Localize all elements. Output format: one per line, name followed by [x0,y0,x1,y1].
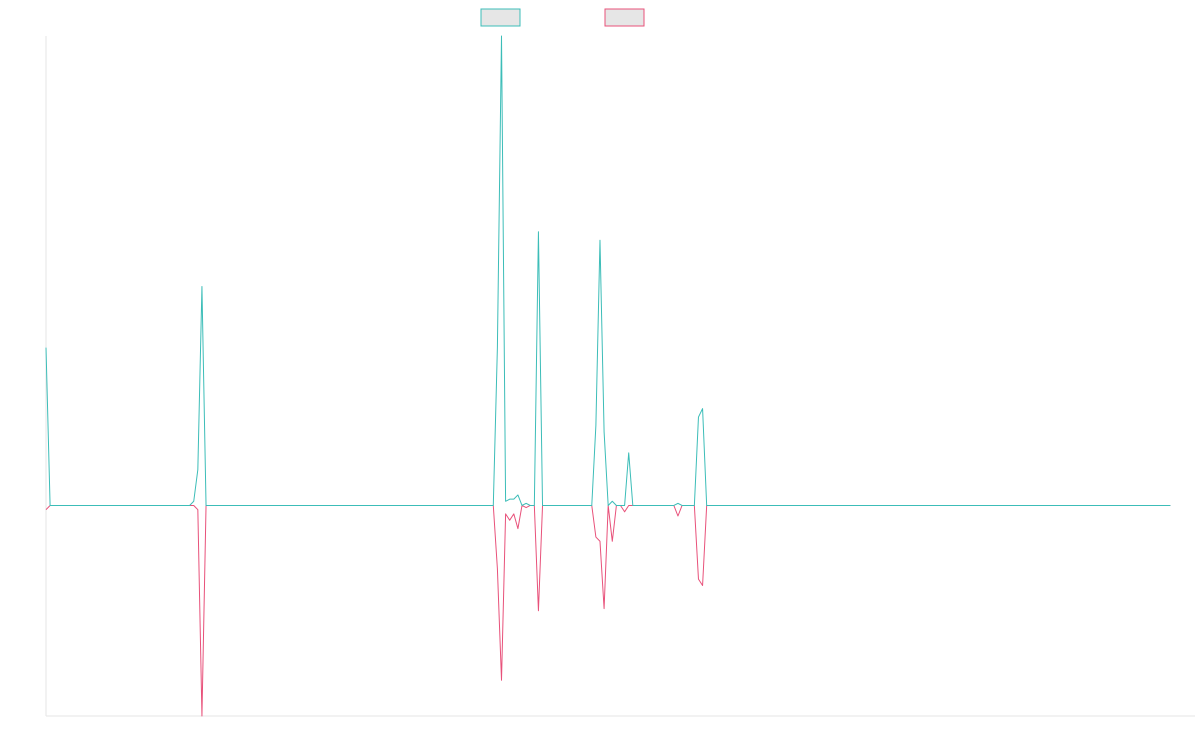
series-b-line [45,504,1171,717]
series-layer [45,35,1171,717]
series-a-line [45,35,1171,506]
axes [45,36,1195,717]
legend [480,8,645,27]
legend-swatch-series-b[interactable] [604,8,645,27]
legend-swatch-series-a[interactable] [480,8,521,27]
